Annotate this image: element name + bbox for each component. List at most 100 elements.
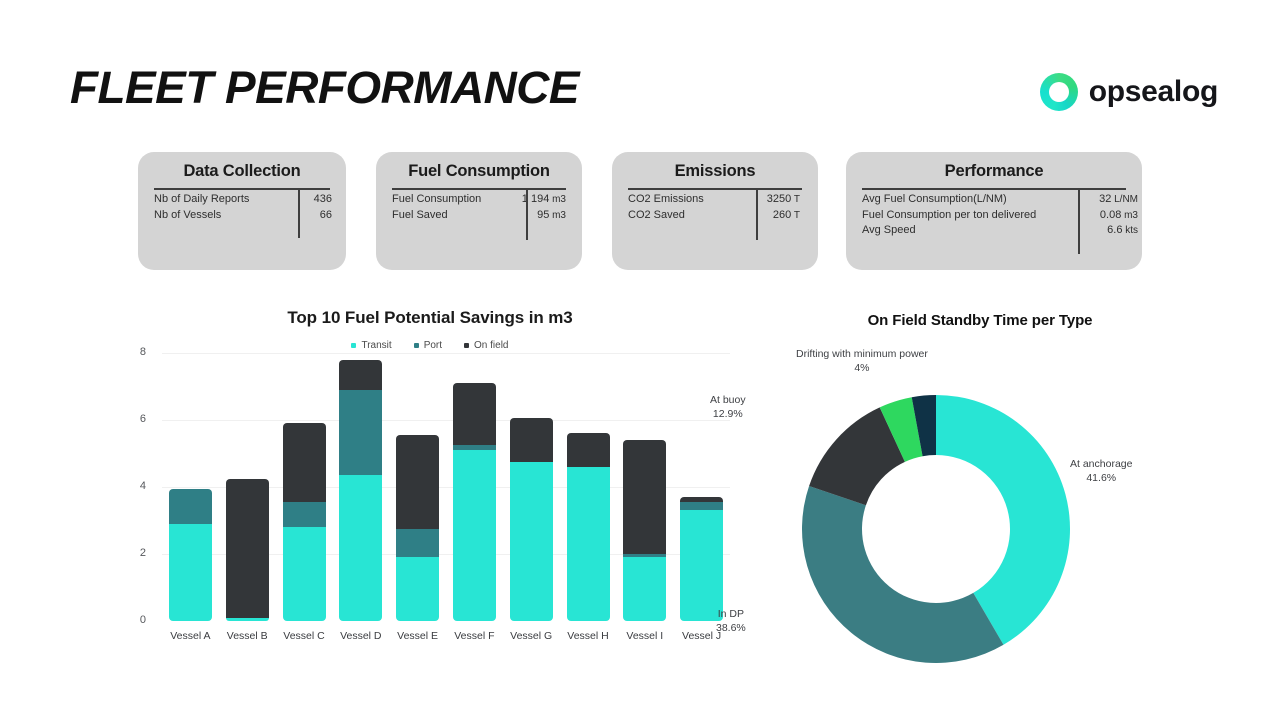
kpi-card-row: Data Collection Nb of Daily Reports 436 Nb … xyxy=(0,152,1280,277)
bar-segment-transit[interactable] xyxy=(168,523,212,621)
bar-segment-port[interactable] xyxy=(168,488,212,524)
donut-label-drifting-with-minimum-power: Drifting with minimum power 4% xyxy=(796,347,928,375)
donut-slice-drifting-with-minimum-power[interactable] xyxy=(879,397,923,462)
bar-segment-port[interactable] xyxy=(452,445,496,451)
kpi-row-value: 95 xyxy=(537,208,550,221)
donut-label-name: Drifting with minimum power xyxy=(796,348,928,360)
kpi-row-value: 66 xyxy=(319,208,332,221)
kpi-row: Avg Fuel Consumption(L/NM) 32 L/NM xyxy=(862,192,1138,208)
kpi-row: Fuel Consumption per ton delivered 0.08 m… xyxy=(862,208,1138,224)
x-axis-tick-label: Vessel C xyxy=(283,630,325,642)
kpi-card-title: Emissions xyxy=(674,162,756,180)
bar-segment-transit[interactable] xyxy=(680,510,724,621)
donut-slice-at-anchorage[interactable] xyxy=(936,395,1070,645)
donut-chart-title: On Field Standby Time per Type xyxy=(867,312,1093,329)
kpi-card-divider xyxy=(392,188,566,190)
bar-segment-port[interactable] xyxy=(396,528,440,558)
bar-segment-on-field[interactable] xyxy=(509,418,553,462)
bar-stack[interactable] xyxy=(566,433,610,621)
bar-segment-on-field[interactable] xyxy=(566,433,610,467)
y-axis-tick-label: 2 xyxy=(139,547,146,559)
kpi-card-emissions: Emissions CO2 Emissions 3250 T CO2 Saved 260… xyxy=(612,152,818,270)
brand-name: opsealog xyxy=(1088,75,1219,108)
bar-segment-port[interactable] xyxy=(282,502,326,528)
gridline xyxy=(162,420,730,421)
bar-segment-on-field[interactable] xyxy=(396,435,440,529)
donut-label-percent: 12.9% xyxy=(712,408,743,420)
legend-item-port[interactable]: Port xyxy=(413,340,442,351)
kpi-row-value-cell: 436 xyxy=(292,192,332,208)
gridline xyxy=(162,487,730,488)
legend-item-on-field[interactable]: On field xyxy=(464,340,509,351)
donut-label-name: At anchorage xyxy=(1070,458,1133,470)
bar-segment-transit[interactable] xyxy=(509,461,553,621)
bar-stack[interactable] xyxy=(623,440,667,621)
bar-segment-on-field[interactable] xyxy=(452,383,496,446)
donut-slice-at-buoy[interactable] xyxy=(809,407,905,506)
kpi-row-value-cell: 3250 T xyxy=(750,192,800,208)
kpi-row-label: Avg Fuel Consumption(L/NM) xyxy=(862,193,1007,205)
bar-stack[interactable] xyxy=(225,478,269,621)
bar-segment-on-field[interactable] xyxy=(623,440,667,554)
legend-item-transit[interactable]: Transit xyxy=(351,340,392,351)
x-axis-tick-label: Vessel J xyxy=(682,630,722,642)
bar-segment-on-field[interactable] xyxy=(225,478,269,618)
kpi-row-value-cell: 32 L/NM xyxy=(1072,192,1138,208)
bar-segment-transit[interactable] xyxy=(396,557,440,621)
kpi-row-value: 32 xyxy=(1099,193,1112,205)
kpi-card-title: Performance xyxy=(944,162,1044,180)
bar-stack[interactable] xyxy=(168,488,212,621)
bar-segment-transit[interactable] xyxy=(623,557,667,621)
bar-segment-on-field[interactable] xyxy=(680,497,724,503)
kpi-row-value: 1 194 xyxy=(521,193,550,205)
bar-chart-plot: 0 2 4 6 8 Vessel A Vessel B Vessel C Vessel D Ves… xyxy=(130,346,730,642)
bar-stack[interactable] xyxy=(282,423,326,621)
x-axis-tick-label: Vessel G xyxy=(510,630,553,642)
x-axis-tick-label: Vessel H xyxy=(567,630,609,642)
kpi-card-table: Avg Fuel Consumption(L/NM) 32 L/NM Fuel Co… xyxy=(862,188,1138,254)
kpi-row-label: Fuel Consumption per ton delivered xyxy=(862,208,1037,221)
bar-segment-transit[interactable] xyxy=(339,475,383,621)
donut-label-percent: 4% xyxy=(854,362,870,374)
kpi-card-vertical-rule xyxy=(1078,188,1080,254)
bar-stack[interactable] xyxy=(509,418,553,621)
brand-logo: opsealog xyxy=(1039,73,1219,111)
page-title: FLEET PERFORMANCE xyxy=(70,62,580,113)
kpi-row-unit: L/NM xyxy=(1111,194,1138,205)
kpi-row-value: 260 xyxy=(772,208,792,221)
kpi-card-table: CO2 Emissions 3250 T CO2 Saved 260 T xyxy=(628,188,802,240)
bar-stack[interactable] xyxy=(339,359,383,621)
bar-segment-transit[interactable] xyxy=(566,466,610,621)
kpi-card-divider xyxy=(628,188,802,190)
donut-slice-other[interactable] xyxy=(911,395,936,457)
bar-stack[interactable] xyxy=(452,383,496,621)
bar-segment-transit[interactable] xyxy=(225,617,269,621)
bar-segment-on-field[interactable] xyxy=(282,423,326,503)
kpi-row: Fuel Saved 95 m3 xyxy=(392,208,566,224)
y-axis-tick-label: 4 xyxy=(139,480,146,492)
bar-segment-port[interactable] xyxy=(623,554,667,558)
kpi-row: Nb of Vessels 66 xyxy=(154,208,332,224)
bar-stack[interactable] xyxy=(680,497,724,621)
kpi-row-unit: m3 xyxy=(549,194,566,205)
donut-label-percent: 38.6% xyxy=(716,622,746,634)
legend-item-label: On field xyxy=(474,340,509,351)
donut-chart-plot: At anchorage 41.6% In DP 38.6% At buoy 12.9% D… xyxy=(710,348,1132,663)
kpi-row-label: CO2 Emissions xyxy=(628,193,704,205)
legend-swatch-icon xyxy=(413,343,419,348)
bar-chart-legend: Transit Port On field xyxy=(130,340,730,351)
donut-slice-in-dp[interactable] xyxy=(802,485,1004,663)
bar-segment-transit[interactable] xyxy=(282,527,326,621)
bar-segment-transit[interactable] xyxy=(452,450,496,621)
kpi-card-fuel-consumption: Fuel Consumption Fuel Consumption 1 194 m3… xyxy=(376,152,582,270)
bar-stack[interactable] xyxy=(396,435,440,621)
donut-svg xyxy=(802,395,1070,663)
bar-segment-port[interactable] xyxy=(680,502,724,511)
bar-segment-on-field[interactable] xyxy=(339,359,383,390)
kpi-card-title: Fuel Consumption xyxy=(408,162,550,180)
donut-label-percent: 41.6% xyxy=(1086,472,1117,484)
bar-segment-port[interactable] xyxy=(339,389,383,476)
legend-swatch-icon xyxy=(464,343,470,348)
kpi-card-data-collection: Data Collection Nb of Daily Reports 436 Nb … xyxy=(138,152,346,270)
kpi-row-value: 0.08 xyxy=(1099,208,1122,221)
